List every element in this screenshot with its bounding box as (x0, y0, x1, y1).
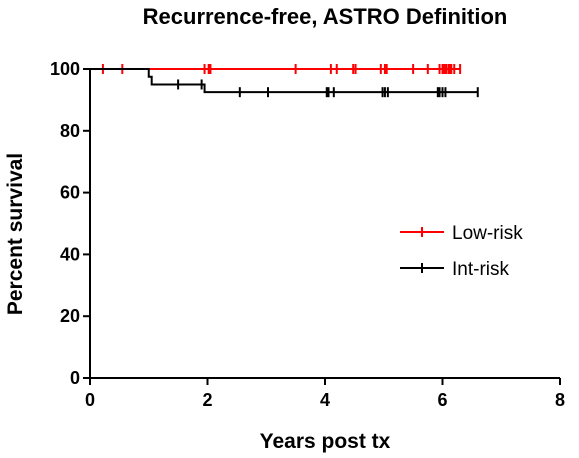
x-tick-label: 6 (437, 390, 447, 410)
y-tick-label: 60 (60, 183, 80, 203)
y-tick-label: 100 (50, 59, 80, 79)
x-tick-label: 4 (320, 390, 330, 410)
x-tick-label: 0 (85, 390, 95, 410)
y-tick-label: 20 (60, 306, 80, 326)
axes: 0 20 40 60 80 100 0 2 4 6 8 (50, 59, 565, 410)
x-tick-label: 2 (202, 390, 212, 410)
int-risk-survival-line (90, 68, 478, 94)
plot-area (90, 64, 479, 98)
y-tick-label: 40 (60, 244, 80, 264)
int-risk-legend-label: Int-risk (452, 259, 510, 280)
chart-title: Recurrence-free, ASTRO Definition (143, 4, 508, 29)
y-tick-label: 80 (60, 121, 80, 141)
low-risk-legend-label: Low-risk (452, 223, 523, 244)
y-axis-label: Percent survival (4, 153, 27, 315)
x-axis-label: Years post tx (260, 430, 391, 453)
y-tick-label: 0 (70, 368, 80, 388)
x-tick-label: 8 (555, 390, 565, 410)
legend: Low-risk Int-risk (400, 223, 523, 280)
